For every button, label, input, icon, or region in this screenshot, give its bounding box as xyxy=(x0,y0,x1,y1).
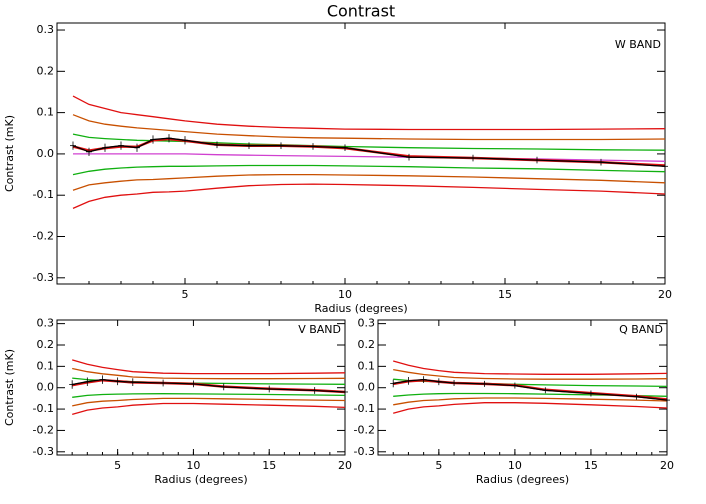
x-axis-label: Radius (degrees) xyxy=(476,473,569,486)
x-axis-label: Radius (degrees) xyxy=(154,473,247,486)
y-tick-label: -0.2 xyxy=(354,423,375,436)
x-tick-label: 20 xyxy=(338,459,352,472)
data-line xyxy=(72,173,666,191)
y-tick-label: 0.1 xyxy=(358,359,376,372)
y-tick-label: 0.0 xyxy=(37,381,55,394)
data-line xyxy=(393,397,668,406)
y-tick-label: -0.3 xyxy=(33,271,54,284)
x-tick-label: 20 xyxy=(658,288,672,301)
y-tick-label: 0.3 xyxy=(358,317,376,330)
y-tick-label: -0.2 xyxy=(33,230,54,243)
x-tick-label: 5 xyxy=(182,288,189,301)
data-line xyxy=(72,367,346,380)
x-tick-label: 15 xyxy=(584,459,598,472)
y-tick-label: -0.1 xyxy=(33,402,54,415)
data-line xyxy=(72,397,346,407)
y-tick-label: -0.1 xyxy=(354,402,375,415)
x-tick-label: 20 xyxy=(660,459,674,472)
x-tick-label: 15 xyxy=(262,459,276,472)
band-label: W BAND xyxy=(615,38,661,51)
y-tick-label: -0.2 xyxy=(33,423,54,436)
y-tick-label: 0.1 xyxy=(37,359,55,372)
y-tick-label: -0.3 xyxy=(33,445,54,458)
data-line xyxy=(393,402,668,414)
data-line xyxy=(72,133,666,151)
data-line xyxy=(72,164,666,176)
data-line xyxy=(393,378,668,401)
x-axis-label: Radius (degrees) xyxy=(314,302,407,315)
x-tick-label: 15 xyxy=(498,288,512,301)
y-tick-label: 0.3 xyxy=(37,317,55,330)
data-line xyxy=(72,183,666,209)
data-line xyxy=(72,402,346,416)
plot-frame xyxy=(56,319,346,456)
band-label: Q BAND xyxy=(619,323,663,336)
y-tick-label: 0.0 xyxy=(37,147,55,160)
y-tick-label: 0.0 xyxy=(358,381,376,394)
data-line xyxy=(393,368,668,380)
y-tick-label: 0.2 xyxy=(37,338,55,351)
y-tick-label: 0.3 xyxy=(37,23,55,36)
data-line xyxy=(72,393,346,398)
y-tick-label: -0.3 xyxy=(354,445,375,458)
y-tick-label: -0.1 xyxy=(33,188,54,201)
x-tick-label: 10 xyxy=(338,288,352,301)
data-line xyxy=(72,114,666,141)
y-tick-label: 0.1 xyxy=(37,106,55,119)
y-axis-label: Contrast (mK) xyxy=(3,115,16,192)
data-line xyxy=(72,359,346,375)
x-tick-label: 10 xyxy=(186,459,200,472)
x-tick-label: 5 xyxy=(114,459,121,472)
data-line xyxy=(393,360,668,375)
data-line xyxy=(72,95,666,131)
y-tick-label: 0.2 xyxy=(37,64,55,77)
y-tick-label: 0.2 xyxy=(358,338,376,351)
x-tick-label: 5 xyxy=(435,459,442,472)
y-axis-label: Contrast (mK) xyxy=(3,349,16,426)
band-label: V BAND xyxy=(298,323,341,336)
chart-title: Contrast xyxy=(327,2,395,21)
data-line xyxy=(392,378,668,401)
x-tick-label: 10 xyxy=(508,459,522,472)
